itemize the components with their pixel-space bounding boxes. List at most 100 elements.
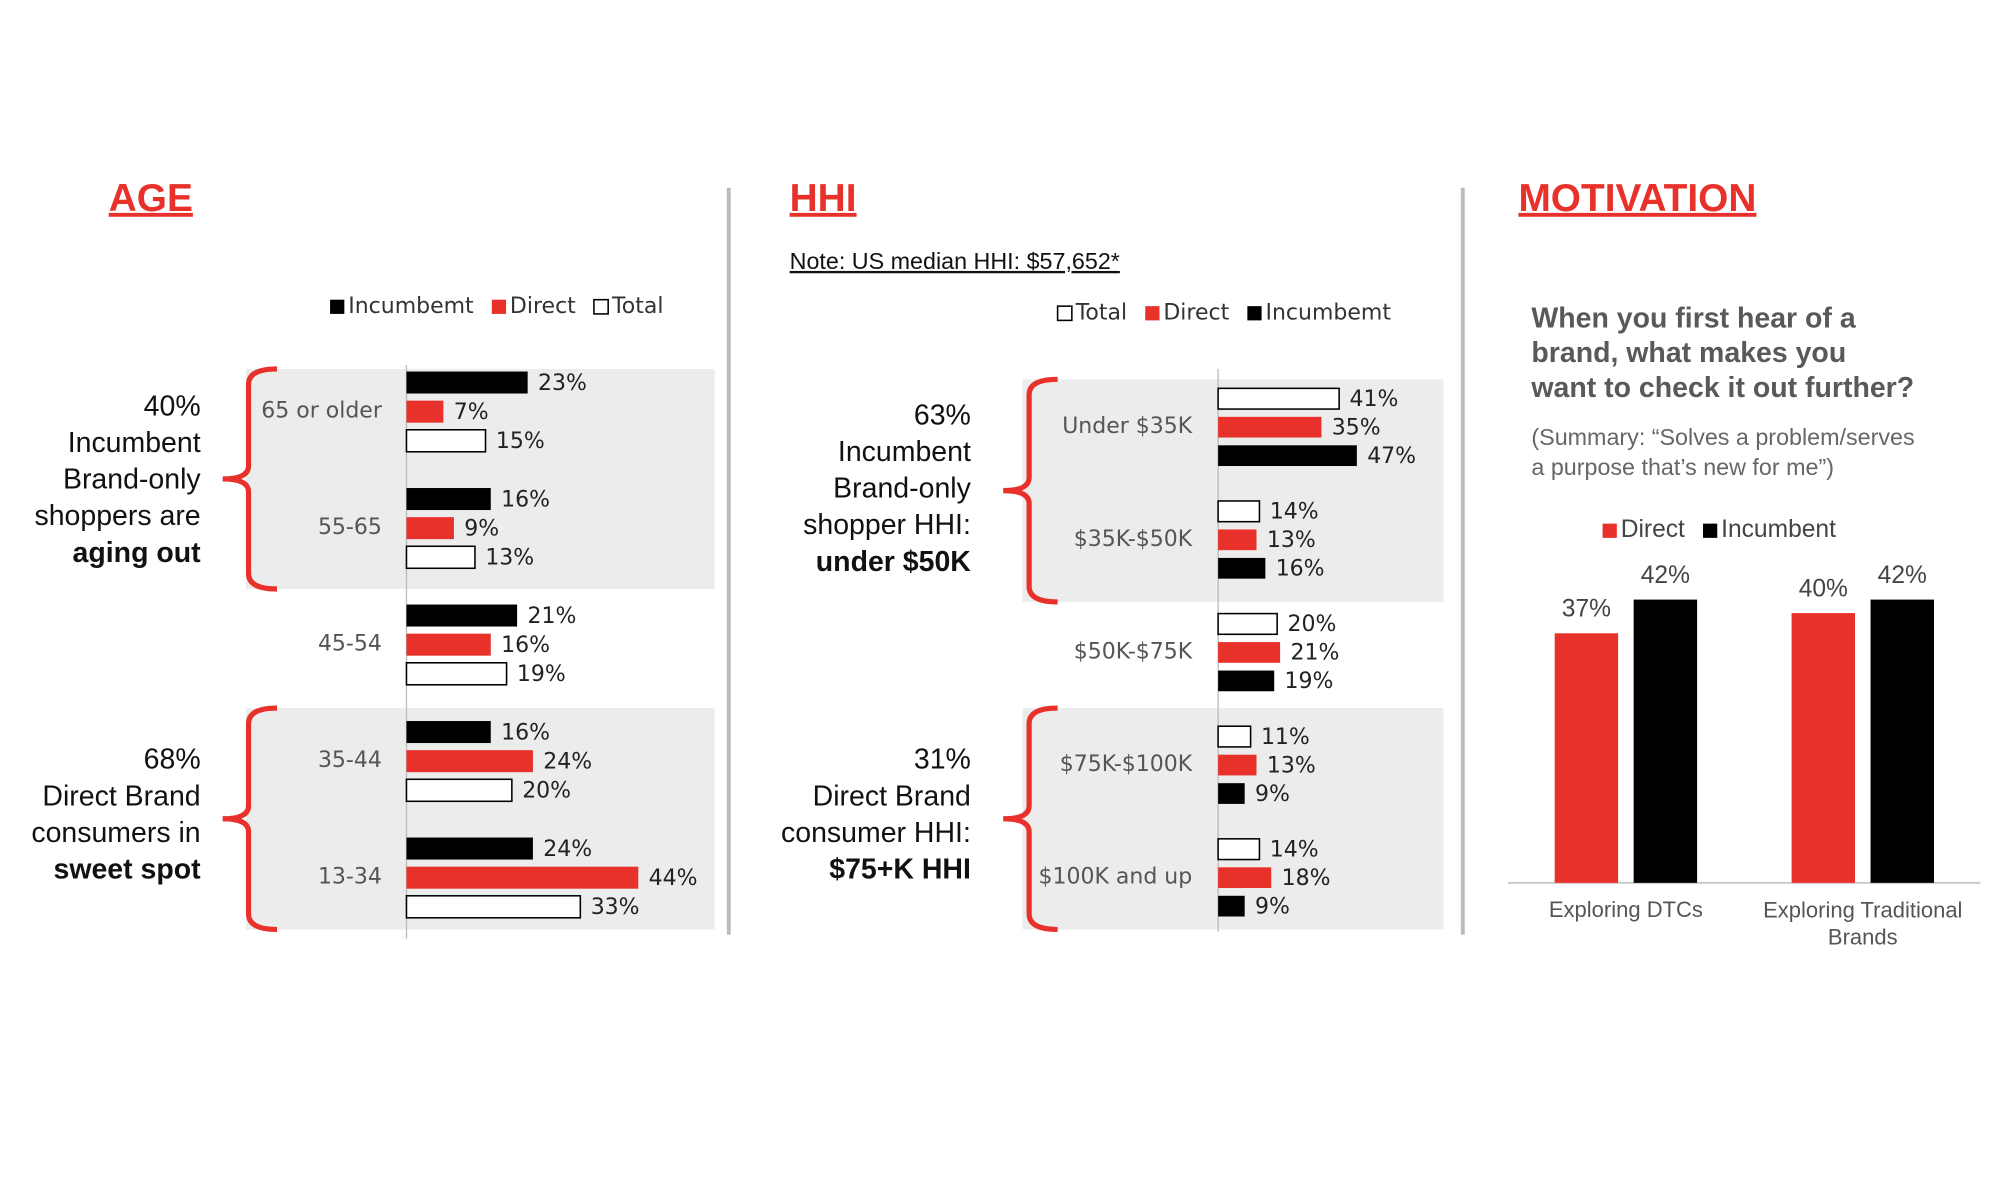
annotation-line: Brand-only — [833, 473, 971, 505]
annotation-line: Incumbent — [838, 436, 971, 468]
question-line: When you first hear of a — [1531, 302, 1856, 334]
legend-swatch — [1247, 306, 1262, 321]
category-label: $75K-$100K — [1060, 752, 1193, 777]
value-label: 44% — [649, 866, 698, 891]
legend-label: Direct — [1621, 516, 1685, 543]
bar — [406, 604, 518, 627]
bar — [406, 750, 533, 773]
legend-swatch — [330, 299, 345, 314]
value-label: 19% — [1285, 669, 1334, 694]
legend-label: Direct — [1163, 300, 1229, 325]
annotation-line: 63% — [914, 399, 971, 431]
category-label: 45-54 — [318, 632, 382, 657]
value-label: 9% — [1255, 894, 1290, 919]
bracket — [222, 366, 278, 592]
bar — [1218, 557, 1266, 579]
summary-line: a purpose that’s new for me”) — [1531, 454, 1834, 480]
value-label: 9% — [1255, 782, 1290, 807]
legend-label: Incumbemt — [1265, 300, 1391, 325]
value-label: 20% — [522, 779, 571, 804]
bar — [406, 517, 454, 540]
bar — [1218, 783, 1245, 804]
value-label: 47% — [1367, 444, 1416, 469]
bar — [406, 837, 533, 860]
category-label: $100K and up — [1039, 865, 1193, 890]
bar — [1218, 642, 1281, 663]
annotation-line: consumers in — [31, 817, 200, 849]
legend-label: Incumbent — [1721, 516, 1836, 543]
annotation-line: Brand-only — [63, 464, 201, 496]
bracket — [1003, 376, 1058, 605]
value-label: 7% — [454, 400, 489, 425]
value-label: 24% — [543, 837, 592, 862]
value-label: 41% — [1349, 387, 1398, 412]
annotation-line: Direct Brand — [42, 780, 200, 812]
category-label: Under $35K — [1062, 414, 1193, 439]
panel-title: MOTIVATION — [1518, 177, 1756, 220]
value-label: 16% — [501, 720, 550, 745]
bar — [1554, 633, 1619, 883]
value-label: 20% — [1288, 612, 1337, 637]
value-label: 14% — [1270, 837, 1319, 862]
panel-title: HHI — [790, 177, 857, 220]
bar — [1217, 387, 1340, 410]
bar — [1218, 895, 1245, 917]
bar — [1218, 416, 1322, 438]
legend-swatch — [593, 298, 609, 315]
value-label: 33% — [591, 895, 640, 920]
note: Note: US median HHI: $57,652* — [790, 248, 1120, 274]
legend-label: Total — [1075, 300, 1127, 325]
bracket — [222, 705, 278, 933]
value-label: 18% — [1282, 866, 1331, 891]
annotation-line: Direct Brand — [813, 780, 971, 812]
category-label: 35-44 — [318, 748, 382, 773]
value-label: 21% — [527, 604, 576, 629]
value-label: 42% — [1641, 562, 1690, 589]
annotation-line: 40% — [144, 390, 201, 422]
legend-swatch — [1056, 305, 1073, 322]
category-label: Exploring Traditional Brands — [1763, 897, 1962, 949]
annotation-line: sweet spot — [54, 854, 202, 886]
value-label: 16% — [501, 633, 550, 658]
annotation-line: 68% — [144, 744, 201, 776]
value-label: 35% — [1332, 415, 1381, 440]
bracket — [1003, 705, 1058, 933]
bar — [406, 488, 491, 511]
category-label: $50K-$75K — [1074, 639, 1193, 664]
annotation-line: 31% — [914, 744, 971, 776]
annotation-line: $75+K HHI — [829, 854, 971, 886]
bar — [1217, 725, 1252, 748]
question-line: brand, what makes you — [1531, 337, 1846, 369]
value-label: 13% — [485, 546, 534, 571]
bar — [406, 866, 639, 889]
bar — [1218, 529, 1257, 551]
bar — [405, 895, 582, 919]
annotation-line: under $50K — [816, 546, 971, 578]
legend-swatch — [1145, 306, 1160, 321]
highlight-band — [245, 708, 715, 930]
bar — [405, 662, 508, 686]
bar — [406, 721, 491, 744]
bar — [1217, 838, 1261, 861]
value-label: 11% — [1261, 725, 1310, 750]
category-label: 65 or older — [261, 399, 383, 424]
panel-title: AGE — [109, 177, 193, 220]
annotation-line: shopper HHI: — [803, 509, 971, 541]
question-line: want to check it out further? — [1530, 372, 1914, 404]
value-label: 13% — [1267, 753, 1316, 778]
value-label: 37% — [1562, 596, 1611, 623]
value-label: 14% — [1270, 500, 1319, 525]
bar — [1218, 670, 1275, 692]
annotation-line: aging out — [73, 537, 202, 569]
category-label: 55-65 — [318, 515, 382, 540]
legend-swatch — [491, 299, 507, 314]
bar — [1870, 599, 1934, 883]
value-label: 9% — [464, 516, 499, 541]
bar — [1218, 754, 1257, 776]
value-label: 21% — [1290, 641, 1339, 666]
value-label: 40% — [1799, 575, 1848, 602]
bar — [1791, 613, 1856, 883]
annotation-line: shoppers are — [34, 500, 200, 532]
bar — [1218, 867, 1272, 889]
